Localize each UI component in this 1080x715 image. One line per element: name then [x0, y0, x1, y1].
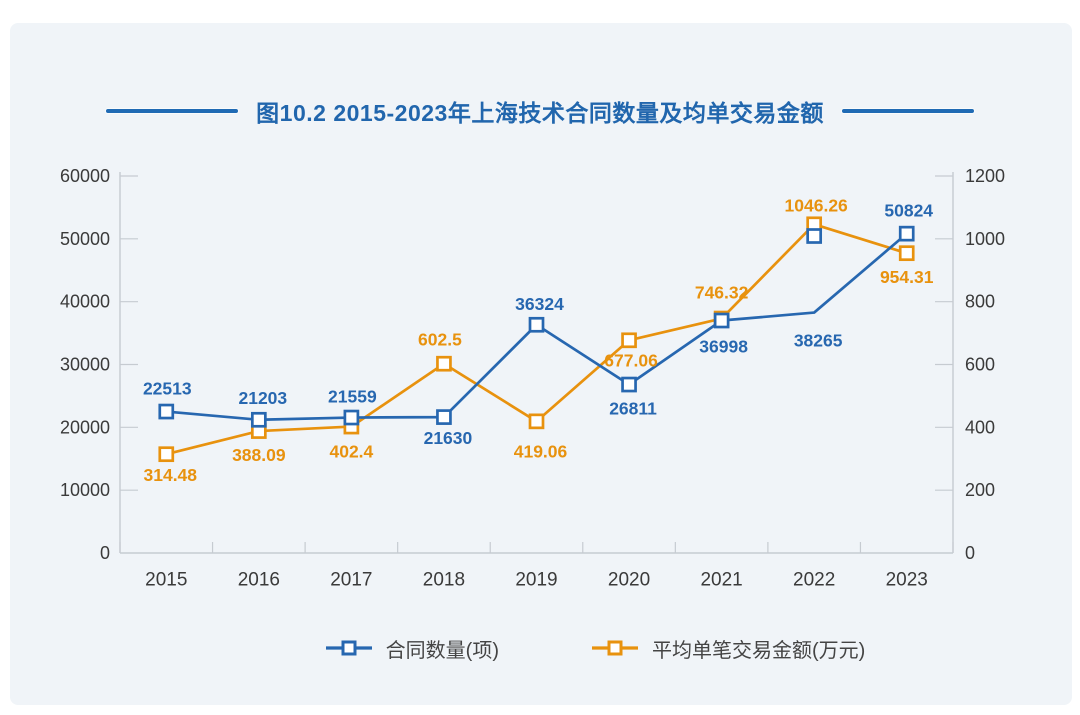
x-axis-label: 2023 — [886, 570, 928, 591]
data-label: 419.06 — [514, 441, 568, 461]
data-point-marker — [158, 446, 175, 463]
y-axis-left-label: 0 — [100, 543, 110, 563]
data-point-marker — [621, 376, 637, 393]
title-row: 图10.2 2015-2023年上海技术合同数量及均单交易金额 — [0, 94, 1080, 128]
data-labels: 314.48 388.09 402.4 602.5 419.06 677.06 746.32… — [143, 195, 934, 485]
data-point-marker — [436, 355, 452, 372]
y-axis-right-label: 1200 — [965, 166, 1005, 186]
y-axis-left-label: 40000 — [60, 292, 110, 312]
data-label: 22513 — [143, 379, 192, 399]
x-axis-label: 2017 — [330, 570, 372, 591]
data-point-marker — [528, 413, 545, 430]
data-label: 1046.26 — [785, 195, 849, 215]
x-axis-label: 2016 — [238, 570, 280, 591]
legend-line-marker-icon — [325, 640, 372, 656]
x-axis-label: 2022 — [793, 570, 835, 591]
data-label: 21203 — [238, 388, 287, 408]
y-axis-right-label: 200 — [965, 480, 995, 500]
chart-card — [10, 23, 1072, 705]
y-axis-left-label: 60000 — [60, 166, 110, 186]
data-label: 388.09 — [232, 445, 286, 465]
y-axis-right-label: 1000 — [965, 229, 1005, 249]
data-label: 402.4 — [329, 442, 373, 462]
data-point-marker — [621, 332, 637, 349]
data-point-marker — [158, 403, 175, 420]
data-label: 36324 — [515, 294, 564, 314]
data-point-marker — [713, 312, 730, 329]
data-point-marker — [898, 245, 915, 262]
series-avg-amount — [158, 216, 915, 463]
title-rule-right — [841, 109, 974, 113]
data-label: 26811 — [609, 399, 657, 419]
chart-title: 图10.2 2015-2023年上海技术合同数量及均单交易金额 — [256, 100, 824, 126]
x-axis-label: 2015 — [145, 570, 187, 591]
data-point-marker — [528, 316, 545, 333]
legend-line-marker-icon — [592, 640, 638, 656]
data-point-marker — [898, 225, 915, 242]
data-label: 954.31 — [880, 267, 934, 287]
x-axis-label: 2018 — [423, 570, 465, 591]
data-point-marker — [436, 409, 452, 425]
legend-label: 平均单笔交易金额(万元) — [652, 639, 866, 662]
y-axis-left-label: 10000 — [60, 480, 110, 500]
data-label: 677.06 — [604, 350, 658, 370]
y-axis-right-label: 400 — [965, 417, 995, 437]
data-label: 38265 — [794, 331, 843, 351]
data-label: 21559 — [328, 387, 377, 407]
y-axis-right-label: 600 — [965, 355, 995, 375]
legend-label: 合同数量(项) — [385, 639, 499, 662]
y-axis-left-label: 20000 — [60, 417, 110, 437]
legend: 合同数量(项) 平均单笔交易金额(万元) — [0, 630, 1080, 666]
data-label: 36998 — [699, 337, 748, 357]
legend-item-avg-amount[interactable]: 平均单笔交易金额(万元) — [591, 634, 865, 663]
data-label: 602.5 — [418, 330, 462, 350]
data-label: 746.32 — [695, 283, 749, 303]
data-point-marker — [343, 409, 360, 426]
x-axis-label: 2021 — [700, 570, 742, 591]
series-contract-count — [158, 225, 915, 428]
title-rule-left — [106, 109, 239, 113]
legend-item-contract-count[interactable]: 合同数量(项) — [325, 634, 499, 663]
data-point-marker — [250, 411, 267, 428]
y-axis-right-label: 0 — [965, 543, 975, 563]
data-label: 314.48 — [144, 465, 198, 485]
x-axis-label: 2019 — [515, 570, 557, 591]
y-axis-right-label: 800 — [965, 292, 995, 312]
data-label: 50824 — [884, 201, 933, 221]
x-axis-label: 2020 — [608, 570, 650, 591]
data-point-marker — [806, 228, 823, 244]
axes: 0 0 10000 200 20000 400 30000 600 40000 800 50000 1… — [60, 166, 1005, 591]
y-axis-left-label: 30000 — [60, 355, 110, 375]
data-label: 21630 — [424, 428, 473, 448]
line-chart: 0 0 10000 200 20000 400 30000 600 40000 800 50000 1… — [60, 166, 1005, 591]
y-axis-left-label: 50000 — [60, 229, 110, 249]
